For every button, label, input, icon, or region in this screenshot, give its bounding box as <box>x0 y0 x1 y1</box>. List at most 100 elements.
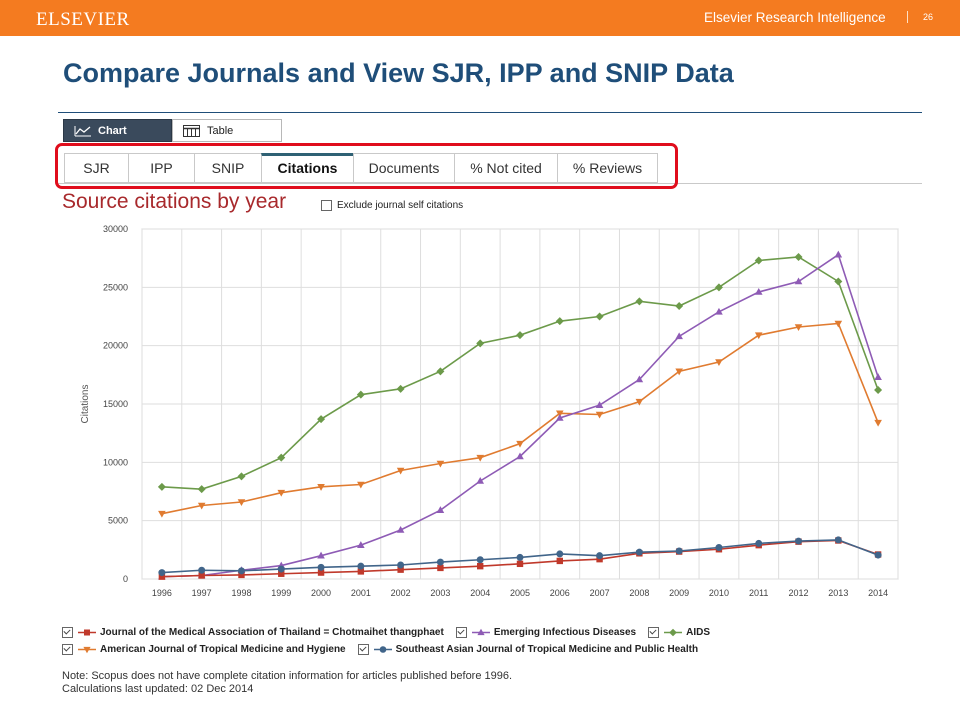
elsevier-logo: ELSEVIER <box>36 9 130 30</box>
x-tick-label: 2007 <box>590 588 610 598</box>
data-point <box>794 277 803 285</box>
y-axis-label: Citations <box>80 385 91 424</box>
title-divider <box>58 112 922 113</box>
table-icon <box>183 124 200 137</box>
y-tick-label: 25000 <box>103 282 128 292</box>
data-point <box>635 375 644 383</box>
legend-marker <box>78 629 96 636</box>
data-point <box>596 552 604 560</box>
data-point <box>277 453 286 462</box>
x-tick-label: 2001 <box>351 588 371 598</box>
data-point <box>477 562 484 570</box>
data-point <box>437 564 444 572</box>
data-point <box>197 485 206 494</box>
data-point <box>714 283 723 292</box>
legend-checkbox[interactable] <box>648 627 660 638</box>
tab-snip[interactable]: SNIP <box>194 153 261 183</box>
data-point <box>516 553 524 561</box>
y-tick-label: 30000 <box>103 224 128 234</box>
legend-marker <box>471 628 490 636</box>
data-point <box>317 551 325 559</box>
data-point <box>396 384 405 393</box>
legend-item-eid[interactable]: Emerging Infectious Diseases <box>455 627 637 638</box>
legend-item-jmat[interactable]: Journal of the Medical Association of Th… <box>62 627 444 638</box>
legend-label: Journal of the Medical Association of Th… <box>100 627 444 638</box>
data-point <box>874 419 882 427</box>
tab-sjr[interactable]: SJR <box>64 153 128 183</box>
legend-item-seajtmph[interactable]: Southeast Asian Journal of Tropical Medi… <box>357 644 698 655</box>
x-tick-label: 2004 <box>470 588 490 598</box>
x-tick-label: 1999 <box>271 588 291 598</box>
data-point <box>198 566 206 574</box>
legend-marker <box>373 646 392 653</box>
legend-label: Emerging Infectious Diseases <box>493 627 637 638</box>
x-tick-label: 1997 <box>192 588 212 598</box>
product-name: Elsevier Research Intelligence <box>704 10 886 25</box>
data-point <box>237 472 246 481</box>
tab-citations[interactable]: Citations <box>261 153 353 183</box>
data-point <box>278 570 285 577</box>
x-tick-label: 2014 <box>868 588 888 598</box>
legend-item-aids[interactable]: AIDS <box>648 627 710 638</box>
data-point <box>834 277 843 286</box>
legend-item-ajtmh[interactable]: American Journal of Tropical Medicine an… <box>62 644 346 655</box>
data-point <box>874 373 882 380</box>
table-view-button[interactable]: Table <box>172 119 282 142</box>
data-point <box>675 302 684 310</box>
legend-checkbox[interactable] <box>455 627 467 638</box>
legend-checkbox[interactable] <box>357 644 369 655</box>
data-point <box>834 250 843 258</box>
data-point <box>516 560 524 568</box>
data-point <box>317 415 326 424</box>
tab-documents[interactable]: Documents <box>353 153 454 183</box>
line-chart-icon <box>74 125 91 136</box>
y-tick-label: 15000 <box>103 399 128 409</box>
x-tick-label: 2010 <box>709 588 729 598</box>
series-markers <box>158 320 882 518</box>
data-point <box>436 558 444 566</box>
data-point <box>379 646 386 653</box>
tab-ipp[interactable]: IPP <box>128 153 194 183</box>
data-point <box>157 482 166 491</box>
tab-reviews[interactable]: % Reviews <box>557 153 658 183</box>
x-tick-label: 2000 <box>311 588 331 598</box>
x-tick-label: 1996 <box>152 588 172 598</box>
header-separator <box>907 11 908 23</box>
data-point <box>516 452 524 460</box>
data-point <box>477 628 485 636</box>
data-point <box>595 312 604 321</box>
data-point <box>158 510 166 518</box>
checkbox-box[interactable] <box>321 200 332 211</box>
chart-view-button[interactable]: Chart <box>63 119 172 142</box>
data-point <box>669 628 677 637</box>
data-point <box>556 557 563 565</box>
data-point <box>476 454 485 462</box>
tabs-highlight-box <box>55 143 678 189</box>
data-point <box>874 386 883 394</box>
chart-title: Source citations by year <box>62 190 287 213</box>
chart-legend: Journal of the Medical Association of Th… <box>62 624 722 658</box>
exclude-self-citations-checkbox[interactable]: Exclude journal self citations <box>321 200 463 211</box>
legend-checkbox[interactable] <box>62 644 73 655</box>
y-tick-label: 10000 <box>103 457 128 467</box>
data-point <box>397 566 404 573</box>
data-point <box>476 339 485 348</box>
tab-not-cited[interactable]: % Not cited <box>454 153 557 183</box>
data-point <box>754 332 763 340</box>
data-point <box>794 324 803 331</box>
x-tick-label: 2011 <box>749 588 768 598</box>
data-point <box>754 288 763 295</box>
data-point <box>396 467 405 475</box>
tabs-baseline <box>58 183 922 184</box>
legend-checkbox[interactable] <box>62 627 73 638</box>
x-tick-label: 2002 <box>391 588 411 598</box>
data-point <box>596 555 603 563</box>
data-point <box>237 567 245 575</box>
data-point <box>516 331 524 340</box>
data-point <box>675 368 683 376</box>
data-point <box>476 556 484 564</box>
data-point <box>754 256 763 265</box>
data-point <box>83 646 91 654</box>
data-point <box>516 440 524 448</box>
